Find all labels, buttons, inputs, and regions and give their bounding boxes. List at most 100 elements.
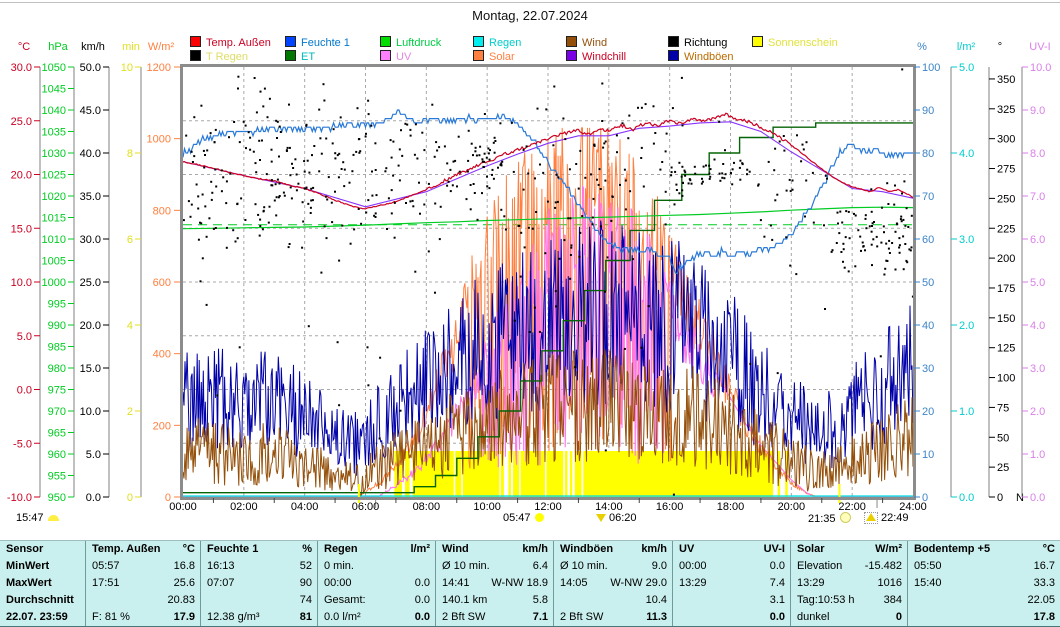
table-cell: km/h bbox=[641, 543, 667, 555]
wind-direction-dot bbox=[555, 305, 557, 308]
wind-direction-dot bbox=[367, 99, 370, 102]
table-col-solar: Solar W/m² Elevation -15.482 13:29 1016 Tag:10… bbox=[790, 541, 907, 626]
wind-direction-dot bbox=[654, 132, 657, 134]
table-cell: km/h bbox=[522, 543, 548, 555]
wind-direction-dot bbox=[536, 107, 539, 110]
wind-direction-dot bbox=[848, 237, 851, 240]
wind-direction-dot bbox=[905, 259, 908, 262]
x-axis-label: 02:00 bbox=[230, 501, 258, 513]
wind-direction-dot bbox=[258, 234, 261, 237]
axis-tick-label: 350 bbox=[997, 74, 1015, 86]
wind-direction-dot bbox=[332, 128, 335, 131]
wind-direction-dot bbox=[664, 150, 667, 153]
legend-label: Solar bbox=[489, 51, 515, 63]
axis-tick-label: 30.0 bbox=[80, 234, 101, 246]
table-cell: 0.0 bbox=[414, 594, 430, 606]
table-row: 15:40 33.3 bbox=[908, 575, 1060, 592]
wind-direction-dot bbox=[574, 366, 577, 368]
wind-direction-dot bbox=[419, 212, 421, 215]
table-row: 3.1 bbox=[673, 592, 790, 609]
wind-direction-dot bbox=[409, 200, 412, 203]
x-axis-label: 12:00 bbox=[534, 501, 562, 513]
x-axis-label: 04:00 bbox=[291, 501, 319, 513]
wind-direction-dot bbox=[709, 175, 712, 178]
wind-direction-dot bbox=[286, 146, 289, 149]
wind-direction-dot bbox=[423, 203, 426, 206]
wind-direction-dot bbox=[681, 165, 684, 168]
legend-swatch-solar bbox=[473, 50, 484, 61]
wind-direction-dot bbox=[267, 221, 270, 224]
wind-direction-dot bbox=[322, 83, 325, 86]
axis-unit-deg: ° bbox=[998, 41, 1002, 53]
wind-direction-dot bbox=[245, 147, 247, 150]
wind-direction-dot bbox=[373, 214, 376, 217]
table-cell: 13:29 bbox=[797, 577, 825, 589]
wind-direction-dot bbox=[629, 190, 632, 193]
wind-direction-dot bbox=[318, 108, 321, 111]
wind-direction-dot bbox=[678, 192, 681, 195]
table-cell: °C bbox=[1042, 543, 1055, 555]
wind-direction-dot bbox=[492, 177, 495, 180]
wind-direction-dot bbox=[398, 179, 401, 182]
wind-direction-dot bbox=[259, 90, 262, 93]
table-row: 140.1 km 5.8 bbox=[436, 592, 553, 609]
table-cell: 17.8 bbox=[1033, 611, 1055, 623]
wind-direction-dot bbox=[610, 219, 613, 222]
wind-direction-dot bbox=[542, 171, 545, 174]
wind-direction-dot bbox=[812, 221, 815, 224]
wind-direction-dot bbox=[870, 210, 873, 213]
axis-tick-label: 2.0 bbox=[959, 320, 974, 332]
wind-direction-dot bbox=[778, 140, 781, 143]
wind-direction-dot bbox=[320, 152, 323, 155]
wind-direction-dot bbox=[197, 195, 200, 198]
axis-tick-label: 1.0 bbox=[1030, 449, 1045, 461]
axis-tick-label: 9.0 bbox=[1030, 105, 1045, 117]
wind-direction-dot bbox=[439, 205, 442, 208]
axis-tick-label: 200 bbox=[153, 420, 171, 432]
wind-direction-dot bbox=[491, 173, 493, 176]
wind-direction-dot bbox=[789, 190, 792, 193]
wind-direction-dot bbox=[210, 180, 213, 183]
sunrise-time: 05:47 bbox=[503, 512, 544, 524]
legend-item-windboeen: Windböen bbox=[668, 50, 734, 63]
wind-direction-dot bbox=[615, 134, 618, 137]
axis-tick-label: 4 bbox=[127, 320, 133, 332]
table-cell: 05:57 bbox=[92, 560, 120, 572]
legend-item-richtung: Richtung bbox=[668, 36, 727, 49]
wind-direction-dot bbox=[659, 168, 662, 171]
wind-direction-dot bbox=[309, 206, 312, 209]
wind-direction-dot bbox=[494, 140, 497, 142]
wind-direction-dot bbox=[631, 258, 634, 261]
legend-label: Richtung bbox=[684, 37, 728, 49]
wind-direction-dot bbox=[791, 179, 794, 182]
wind-direction-dot bbox=[374, 212, 377, 215]
legend-label: Wind bbox=[582, 37, 608, 49]
axis-tick-label: 1050 bbox=[42, 62, 66, 74]
sunshine-block bbox=[569, 451, 573, 497]
wind-direction-dot bbox=[474, 150, 477, 153]
wind-direction-dot bbox=[738, 166, 741, 169]
wind-direction-dot bbox=[252, 150, 255, 153]
wind-direction-dot bbox=[887, 203, 890, 205]
wind-direction-dot bbox=[555, 173, 558, 176]
wind-direction-dot bbox=[749, 362, 752, 365]
wind-direction-dot bbox=[355, 150, 358, 153]
wind-direction-dot bbox=[512, 170, 515, 173]
wind-direction-dot bbox=[255, 111, 258, 114]
wind-direction-dot bbox=[623, 168, 626, 171]
wind-direction-dot bbox=[791, 188, 794, 191]
axis-tick-label: 40 bbox=[922, 320, 934, 332]
wind-direction-dot bbox=[438, 146, 441, 149]
legend-item-solar: Solar bbox=[473, 50, 515, 63]
wind-direction-dot bbox=[681, 194, 684, 197]
wind-direction-dot bbox=[386, 228, 388, 230]
wind-direction-dot bbox=[189, 215, 192, 218]
wind-direction-dot bbox=[785, 189, 788, 192]
sunshine-block bbox=[565, 451, 568, 497]
wind-direction-dot bbox=[384, 170, 387, 173]
wind-direction-dot bbox=[390, 212, 393, 215]
legend-swatch-windchill bbox=[566, 50, 577, 61]
x-axis-label: 24:00 bbox=[899, 501, 927, 513]
wind-direction-dot bbox=[731, 183, 734, 186]
axis-tick-label: 50.0 bbox=[80, 62, 101, 74]
